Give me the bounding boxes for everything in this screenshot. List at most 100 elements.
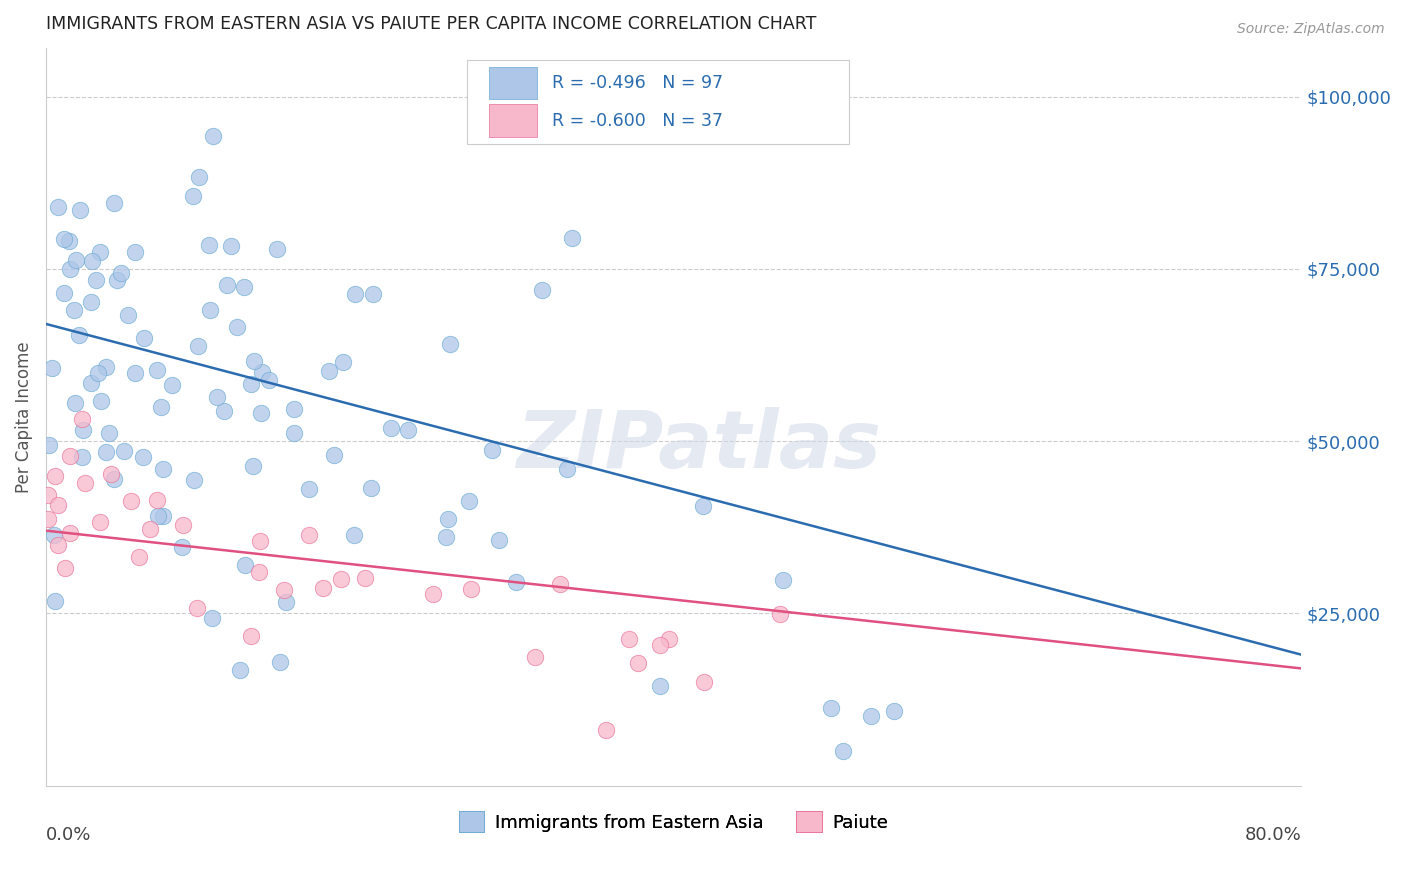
Point — [692, 499, 714, 513]
Point — [152, 508, 174, 523]
Point — [311, 582, 333, 596]
Point — [380, 421, 402, 435]
Point — [318, 363, 340, 377]
Point — [561, 230, 583, 244]
Point — [555, 462, 578, 476]
FancyBboxPatch shape — [467, 60, 849, 145]
Point — [128, 550, 150, 565]
Point — [52, 232, 75, 246]
Point — [146, 508, 169, 523]
Point — [110, 266, 132, 280]
Point — [94, 445, 117, 459]
Point — [249, 406, 271, 420]
Point — [332, 355, 354, 369]
Point — [219, 239, 242, 253]
Point — [439, 337, 461, 351]
Point — [59, 450, 82, 464]
Point — [693, 675, 716, 690]
Point — [252, 365, 274, 379]
Point — [242, 458, 264, 473]
Point — [274, 595, 297, 609]
Point — [329, 572, 352, 586]
Point — [360, 481, 382, 495]
Point — [105, 273, 128, 287]
Point — [132, 331, 155, 345]
Point — [481, 442, 503, 457]
Point — [89, 515, 111, 529]
Point — [46, 498, 69, 512]
Point — [187, 339, 209, 353]
Point — [37, 488, 59, 502]
Point — [96, 359, 118, 374]
Point — [436, 512, 458, 526]
Point — [72, 423, 94, 437]
Point — [298, 482, 321, 496]
Point — [205, 390, 228, 404]
Point — [172, 541, 194, 555]
Point — [233, 280, 256, 294]
Y-axis label: Per Capita Income: Per Capita Income — [15, 341, 32, 492]
Point — [172, 518, 194, 533]
Point — [70, 412, 93, 426]
Text: R = -0.496   N = 97: R = -0.496 N = 97 — [553, 74, 723, 92]
Point — [523, 649, 546, 664]
Point — [269, 655, 291, 669]
Point — [505, 574, 527, 589]
Point — [84, 272, 107, 286]
Text: Source: ZipAtlas.com: Source: ZipAtlas.com — [1237, 22, 1385, 37]
Point — [58, 234, 80, 248]
Point — [89, 244, 111, 259]
Point — [247, 566, 270, 580]
Point — [80, 253, 103, 268]
Point — [87, 366, 110, 380]
Point — [146, 362, 169, 376]
Point — [233, 558, 256, 573]
Point — [181, 189, 204, 203]
Point — [183, 473, 205, 487]
Point — [124, 366, 146, 380]
Point — [117, 308, 139, 322]
Point — [62, 302, 84, 317]
Point — [298, 528, 321, 542]
Point — [617, 632, 640, 646]
Point — [323, 448, 346, 462]
Point — [200, 303, 222, 318]
Point — [73, 476, 96, 491]
Point — [283, 426, 305, 441]
Point — [112, 443, 135, 458]
Point — [548, 576, 571, 591]
Point — [650, 679, 672, 693]
Point — [343, 528, 366, 542]
Point — [103, 472, 125, 486]
Point — [242, 354, 264, 368]
Point — [120, 493, 142, 508]
Point — [595, 723, 617, 738]
Point — [65, 253, 87, 268]
Point — [132, 450, 155, 464]
Point — [63, 396, 86, 410]
Point — [273, 582, 295, 597]
Point — [257, 373, 280, 387]
Point — [97, 425, 120, 440]
Point — [239, 376, 262, 391]
Point — [658, 632, 681, 647]
Text: 80.0%: 80.0% — [1244, 826, 1302, 844]
Point — [53, 561, 76, 575]
Text: IMMIGRANTS FROM EASTERN ASIA VS PAIUTE PER CAPITA INCOME CORRELATION CHART: IMMIGRANTS FROM EASTERN ASIA VS PAIUTE P… — [46, 15, 817, 33]
Text: 0.0%: 0.0% — [46, 826, 91, 844]
Point — [145, 493, 167, 508]
Point — [37, 512, 59, 526]
Point — [361, 286, 384, 301]
Point — [58, 525, 80, 540]
Point — [266, 242, 288, 256]
Text: R = -0.600   N = 37: R = -0.600 N = 37 — [553, 112, 723, 129]
Point — [42, 528, 65, 542]
Point — [239, 629, 262, 643]
Point — [883, 704, 905, 718]
Point — [46, 200, 69, 214]
Point — [283, 402, 305, 417]
FancyBboxPatch shape — [489, 104, 537, 136]
Point — [772, 573, 794, 587]
Point — [214, 404, 236, 418]
Point — [434, 530, 457, 544]
